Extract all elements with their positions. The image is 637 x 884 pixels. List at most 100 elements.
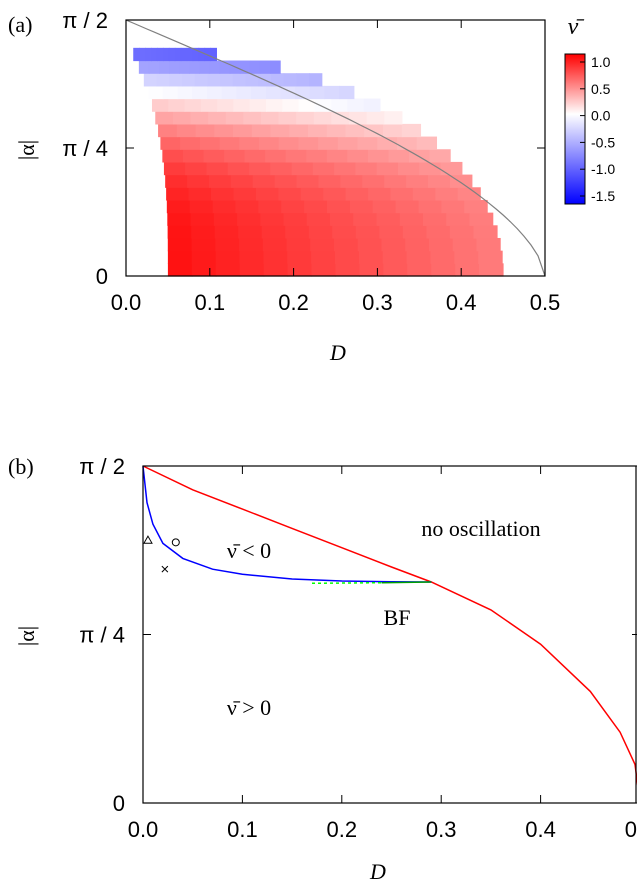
heatmap-cell [270, 73, 285, 87]
heatmap-cell [376, 161, 399, 176]
heatmap-cell [449, 225, 475, 239]
heatmap-cell [181, 73, 196, 87]
heatmap-cell [372, 199, 397, 214]
heatmap-cell [252, 174, 276, 188]
heatmap-cell [168, 98, 186, 112]
heatmap-cell [151, 47, 158, 62]
heatmap-cell [192, 47, 200, 62]
panel-a-label: (a) [8, 12, 32, 37]
heatmap-cell [409, 149, 431, 163]
heatmap-cell [158, 123, 178, 138]
heatmap-cell [169, 73, 183, 87]
heatmap-cell [335, 263, 360, 277]
x-tick-label: 0.5 [530, 290, 561, 315]
heatmap-cell [237, 212, 261, 226]
heatmap-cell [233, 123, 253, 138]
heatmap-cell [265, 85, 281, 100]
heatmap-cell [308, 225, 333, 239]
heatmap-cell [263, 263, 289, 277]
y-axis-label-b: |α| [14, 626, 39, 646]
heatmap-cell [160, 136, 181, 150]
heatmap-cell [265, 149, 287, 163]
heatmap-cell [138, 60, 150, 74]
heatmap-cell [345, 187, 369, 201]
annotation-nu-negative: ν̄ < 0 [227, 538, 271, 563]
heatmap-cell [379, 225, 404, 239]
heatmap-cell [285, 149, 307, 163]
colorbar-tick-label: -0.5 [591, 134, 615, 150]
heatmap-cell [469, 212, 494, 226]
heatmap-cell [239, 237, 264, 252]
heatmap-cell [206, 85, 223, 100]
y-tick-label: π / 4 [62, 136, 108, 161]
heatmap-cell [215, 263, 241, 277]
heatmap-cell [162, 85, 179, 100]
heatmap-cell [217, 98, 234, 112]
heatmap-cell [274, 174, 298, 188]
heatmap-cell [220, 73, 234, 87]
heatmap-cell [239, 136, 260, 150]
heatmap-cell [397, 161, 420, 176]
heatmap-cell [406, 174, 429, 188]
heatmap-cell [249, 60, 261, 74]
heatmap-cell [172, 111, 192, 125]
colorbar-tick-label: -1.5 [591, 188, 615, 204]
heatmap-cell [261, 225, 286, 239]
heatmap-cell [340, 174, 363, 188]
colorbar [564, 53, 586, 205]
heatmap-cell [306, 149, 328, 163]
heatmap-cell [180, 47, 188, 62]
markers [143, 535, 180, 573]
heatmap-cell [362, 174, 385, 188]
heatmap-cell [162, 149, 184, 163]
heatmap-cell [283, 212, 308, 226]
heatmap-cell [151, 98, 169, 112]
heatmap-cell [165, 174, 188, 188]
heatmap-cell [219, 136, 240, 150]
heatmap-cell [143, 73, 158, 87]
heatmap-cell [174, 47, 182, 62]
heatmap-cell [298, 98, 316, 112]
heatmap-cell [388, 149, 410, 163]
x-axis-b: 0.0 0.1 0.2 0.3 0.4 0.5 [128, 466, 637, 842]
heatmap-cell [455, 263, 480, 277]
heatmap-cell [384, 111, 403, 125]
series-line-1 [142, 466, 432, 583]
x-tick-label: 0.2 [278, 290, 309, 315]
series-line-3 [311, 581, 382, 585]
y-tick-label: 0 [96, 264, 108, 289]
x-tick-label: 0.1 [195, 290, 226, 315]
heatmap-cell [199, 60, 211, 74]
heatmap-cell [298, 136, 319, 150]
heatmap-cell [166, 199, 191, 214]
heatmap-cell [191, 250, 217, 264]
heatmap-cell [382, 123, 403, 138]
heatmap-cell [249, 161, 271, 176]
heatmap-cell [188, 187, 212, 201]
heatmap-cell [167, 225, 192, 239]
heatmap-cell [200, 98, 218, 112]
colorbar-tick-label: 0.0 [591, 108, 611, 124]
heatmap-cell [145, 47, 152, 62]
heatmap-cell [251, 123, 272, 138]
colorbar-tick-label: 0.5 [591, 81, 611, 97]
heatmap-cell [191, 263, 217, 277]
heatmap-cell [255, 187, 279, 201]
heatmap-cell [435, 187, 459, 201]
heatmap-cell [348, 111, 368, 125]
heatmap-cell [323, 187, 347, 201]
heatmap-cell [189, 199, 214, 214]
annotation-bf: BF [384, 605, 411, 630]
heatmap-cell [155, 111, 174, 125]
heatmap-cell [296, 111, 315, 125]
heatmap-cell [296, 73, 310, 87]
heatmap-cell [227, 161, 250, 176]
plot-frame-b [142, 465, 637, 804]
heatmap-cell [203, 149, 225, 163]
heatmap-cell [199, 136, 221, 150]
x-tick-label: 0.0 [111, 290, 142, 315]
heatmap-cell [339, 85, 355, 100]
heatmap-cell [440, 161, 463, 176]
heatmap-cell [377, 136, 398, 150]
